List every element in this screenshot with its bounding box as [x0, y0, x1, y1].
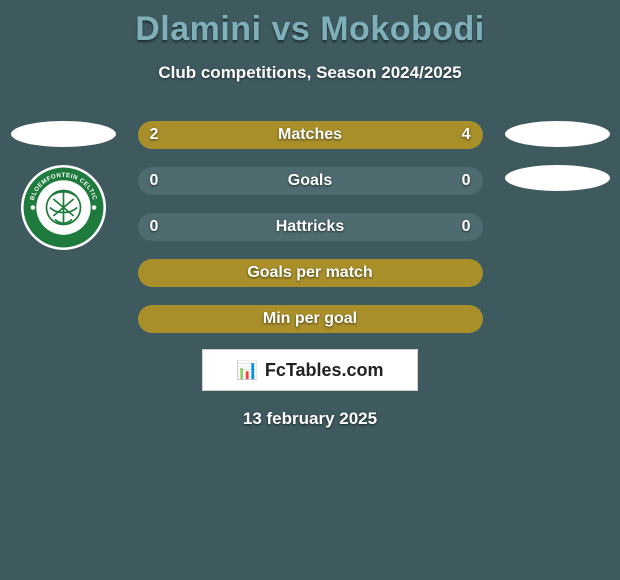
celtic-badge-icon: BLOEMFONTEIN CELTIC FOOTBALL CLUB	[21, 165, 106, 250]
bar-value-right: 0	[462, 213, 471, 241]
infographic-date: 13 february 2025	[0, 409, 620, 429]
left-player-column: BLOEMFONTEIN CELTIC FOOTBALL CLUB	[8, 121, 118, 250]
right-player-column	[502, 121, 612, 191]
content-area: BLOEMFONTEIN CELTIC FOOTBALL CLUB	[0, 121, 620, 333]
left-player-name-oval	[11, 121, 116, 147]
chart-icon: 📊	[236, 361, 258, 379]
stat-bar: 2Matches4	[138, 121, 483, 149]
stat-bar: 0Hattricks0	[138, 213, 483, 241]
bar-label: Hattricks	[138, 213, 483, 241]
stat-bars: 2Matches40Goals00Hattricks0Goals per mat…	[138, 121, 483, 333]
bar-label: Goals per match	[138, 259, 483, 287]
right-club-badge-oval	[505, 165, 610, 191]
right-player-name-oval	[505, 121, 610, 147]
bar-label: Min per goal	[138, 305, 483, 333]
bar-label: Goals	[138, 167, 483, 195]
stat-bar: 0Goals0	[138, 167, 483, 195]
left-club-badge: BLOEMFONTEIN CELTIC FOOTBALL CLUB	[21, 165, 106, 250]
watermark-text: FcTables.com	[265, 360, 384, 381]
stat-bar: Goals per match	[138, 259, 483, 287]
watermark[interactable]: 📊 FcTables.com	[202, 349, 418, 391]
bar-value-right: 0	[462, 167, 471, 195]
bar-label: Matches	[138, 121, 483, 149]
comparison-infographic: Dlamini vs Mokobodi Club competitions, S…	[0, 0, 620, 580]
page-subtitle: Club competitions, Season 2024/2025	[0, 63, 620, 83]
stat-bar: Min per goal	[138, 305, 483, 333]
page-title: Dlamini vs Mokobodi	[0, 0, 620, 49]
bar-value-right: 4	[462, 121, 471, 149]
